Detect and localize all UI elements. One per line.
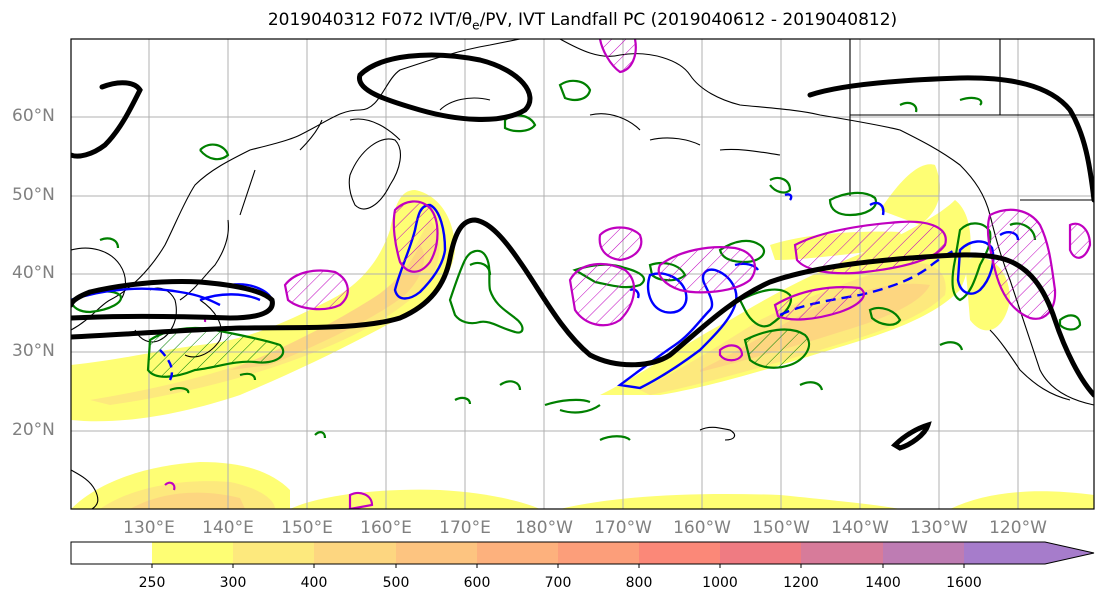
lon-label-120w: 120°W <box>989 518 1047 538</box>
colorbar-label-600: 600 <box>463 575 491 591</box>
lon-label-140e: 140°E <box>202 518 254 538</box>
lon-label-150e: 150°E <box>281 518 333 538</box>
colorbar-label-300: 300 <box>219 575 247 591</box>
lat-label-40n: 40°N <box>12 263 55 283</box>
lon-label-150w: 150°W <box>752 518 810 538</box>
map-title: 2019040312 F072 IVT/θe/PV, IVT Landfall … <box>267 10 898 33</box>
lon-label-130w: 130°W <box>910 518 968 538</box>
colorbar-label-500: 500 <box>382 575 410 591</box>
lat-label-30n: 30°N <box>12 341 55 361</box>
ivt-landfall-contours <box>71 52 1094 451</box>
colorbar <box>70 541 1095 568</box>
colorbar-label-1600: 1600 <box>946 575 982 591</box>
lat-label-50n: 50°N <box>12 185 55 205</box>
theta-e-contours <box>71 79 1082 442</box>
colorbar-label-400: 400 <box>300 575 328 591</box>
colorbar-label-800: 800 <box>625 575 653 591</box>
colorbar-label-1400: 1400 <box>865 575 901 591</box>
lon-label-170e: 170°E <box>439 518 491 538</box>
colorbar-label-1000: 1000 <box>702 575 738 591</box>
map-frame <box>70 38 1095 510</box>
colorbar-label-1200: 1200 <box>783 575 819 591</box>
lon-label-160w: 160°W <box>673 518 731 538</box>
lon-label-140w: 140°W <box>831 518 889 538</box>
colorbar-label-700: 700 <box>544 575 572 591</box>
lat-label-60n: 60°N <box>12 106 55 126</box>
lon-label-130e: 130°E <box>123 518 175 538</box>
lon-label-170w: 170°W <box>594 518 652 538</box>
colorbar-label-250: 250 <box>138 575 166 591</box>
lat-label-20n: 20°N <box>12 420 55 440</box>
lon-label-160e: 160°E <box>360 518 412 538</box>
lon-label-180w: 180°W <box>515 518 573 538</box>
